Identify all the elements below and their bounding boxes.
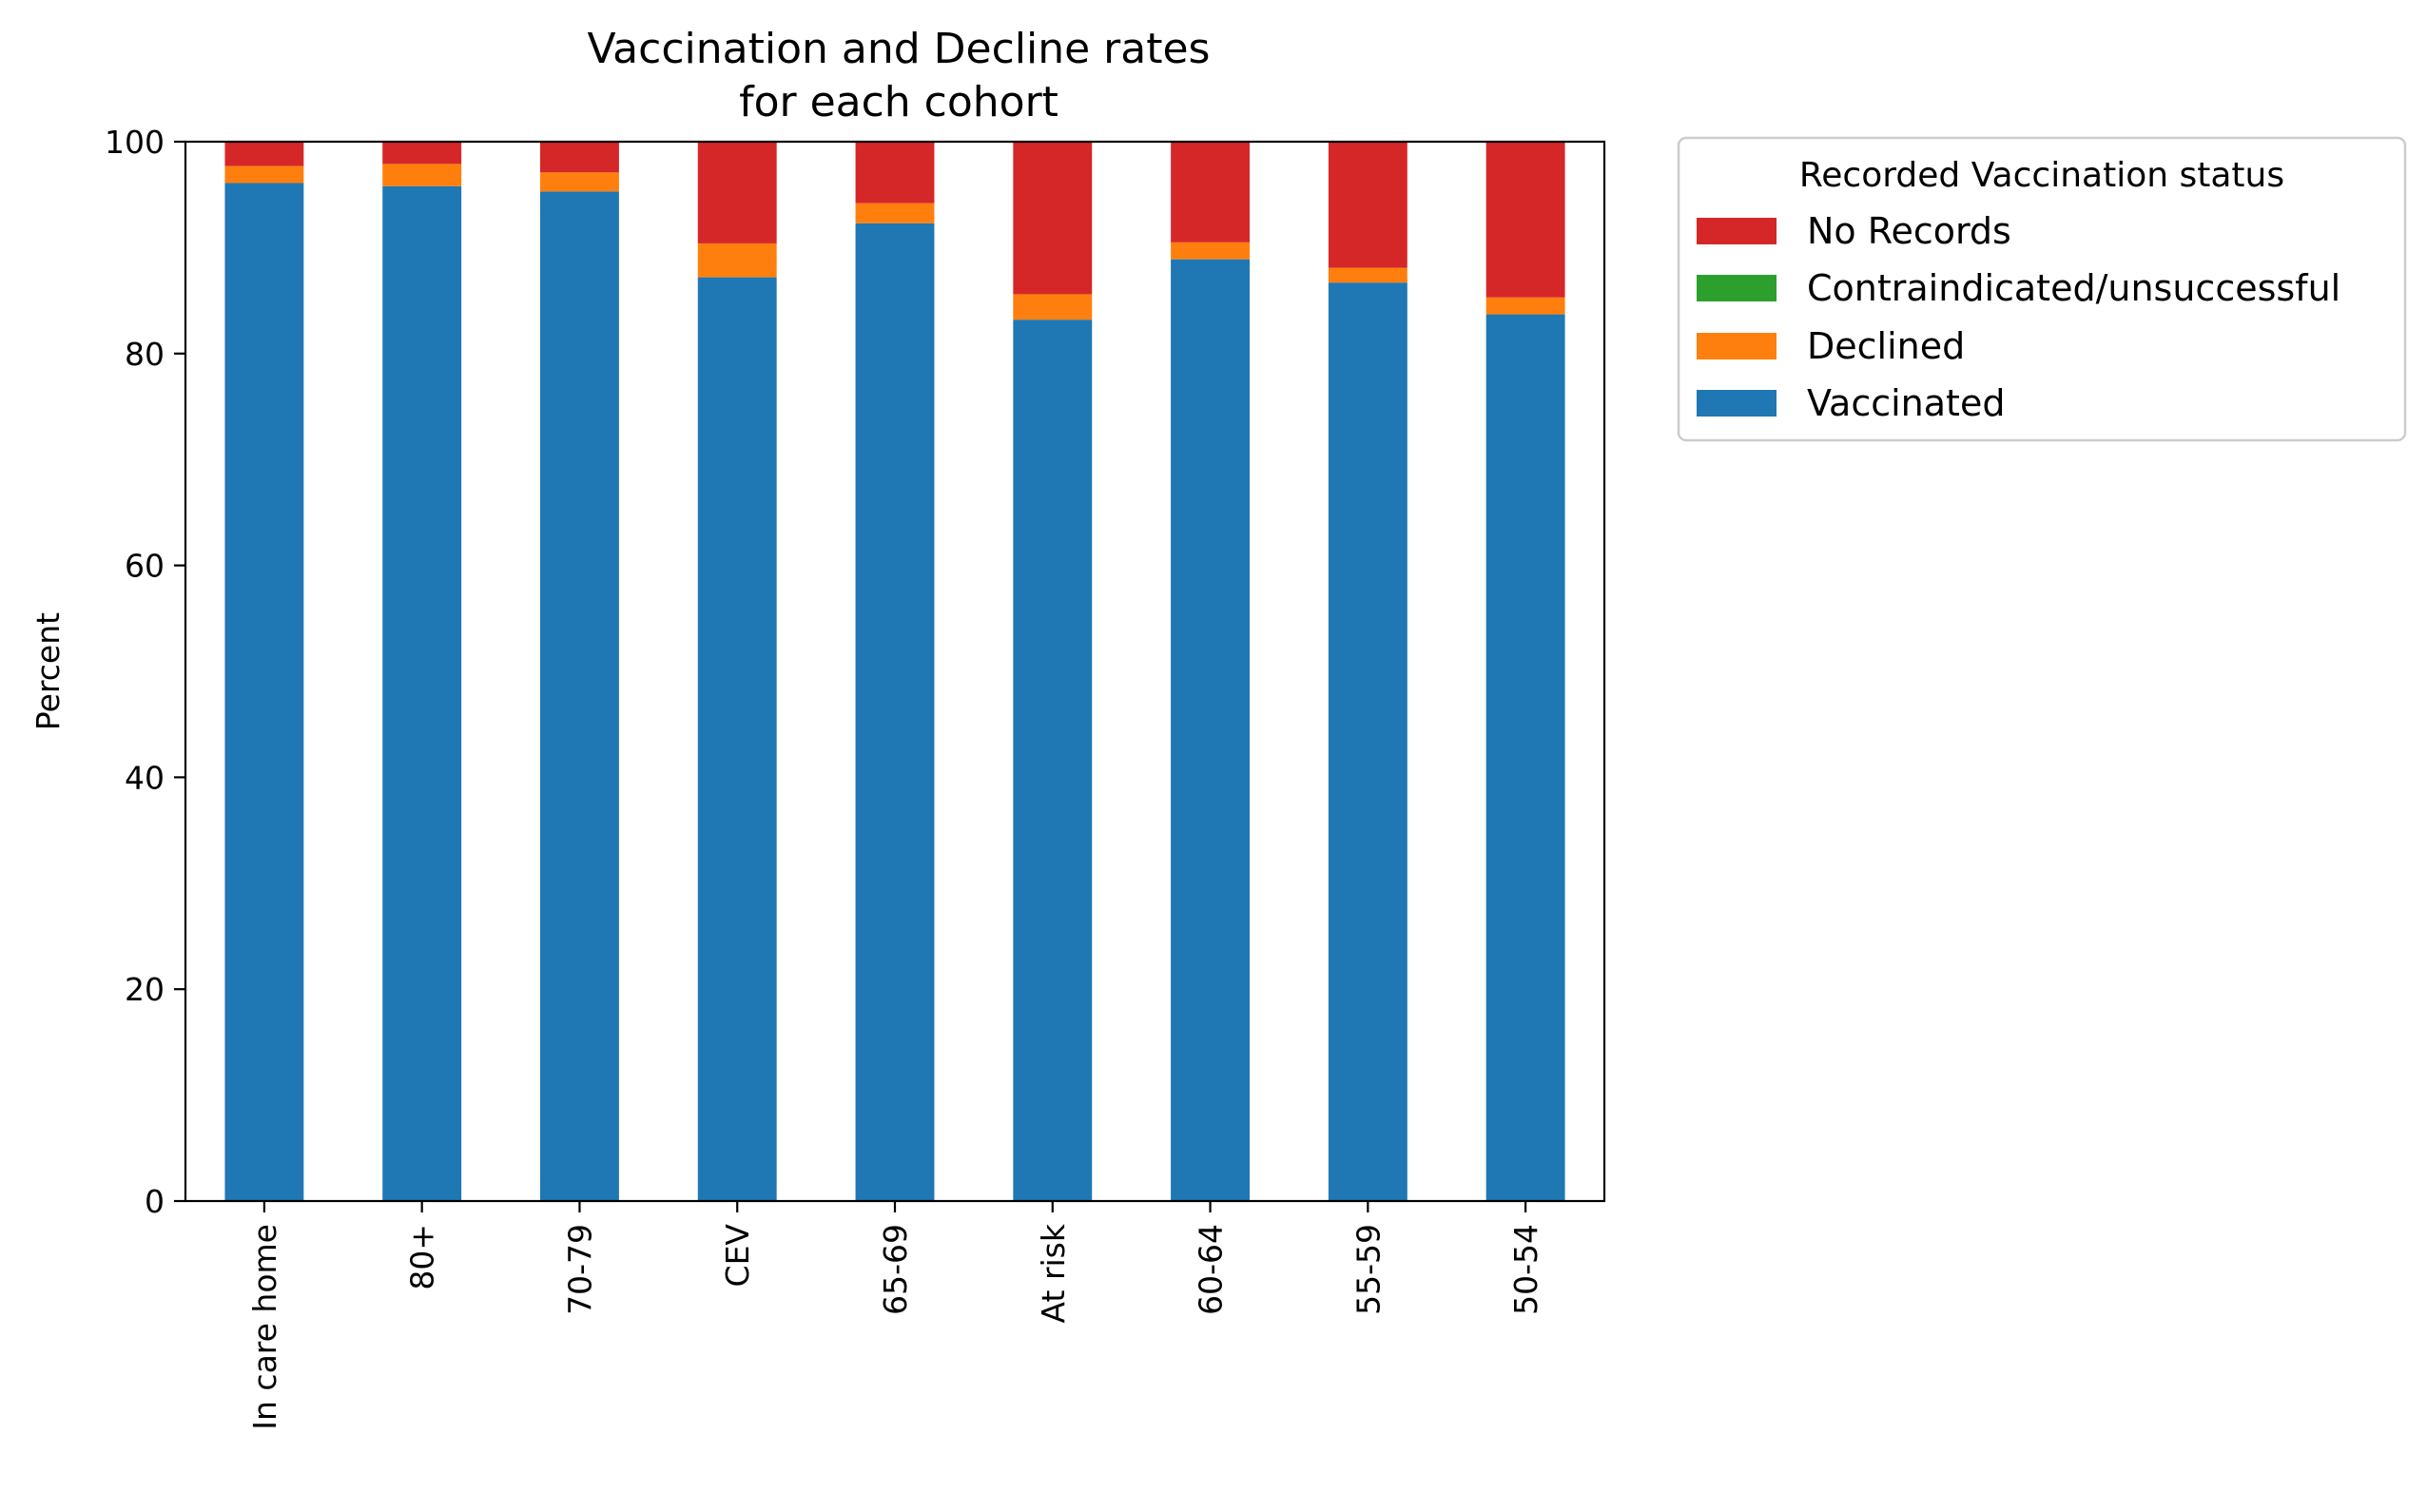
x-tick-label: 70-79 [561, 1224, 598, 1315]
x-tick-label: 80+ [404, 1224, 441, 1290]
bar-segment [1328, 142, 1408, 268]
bar-segment [1485, 297, 1565, 315]
chart-title-line-1: Vaccination and Decline rates [588, 25, 1211, 73]
chart-title: Vaccination and Decline rates for each c… [588, 25, 1211, 126]
bar-segment [382, 185, 462, 1202]
bar-segment [540, 172, 619, 192]
y-tick-label: 0 [145, 1183, 165, 1220]
bar-segment [1328, 267, 1408, 283]
legend-label: Declined [1807, 325, 1965, 367]
y-tick-label: 60 [125, 548, 165, 585]
legend: Recorded Vaccination status No Records Con… [1677, 136, 2407, 442]
bar-segment [1171, 259, 1250, 1201]
x-tick-label: 55-59 [1349, 1224, 1387, 1315]
axes: 0 20 40 60 80 100 In care home 80+ 70-79 CEV 65-69… [29, 124, 1606, 1430]
bar-segment [224, 165, 304, 184]
bar-segment [855, 203, 935, 223]
y-tick-label: 20 [125, 971, 165, 1008]
chart-title-line-2: for each cohort [739, 78, 1058, 126]
x-tick-label: 50-54 [1507, 1224, 1544, 1315]
y-tick-label: 100 [105, 124, 165, 161]
legend-box [1677, 136, 2407, 442]
bar-segment [1485, 314, 1565, 1201]
bar-segment [1013, 320, 1093, 1202]
legend-label: Vaccinated [1807, 382, 2005, 424]
x-tick-label: 60-64 [1193, 1224, 1230, 1315]
bar-segment [1171, 142, 1250, 242]
legend-swatch [1697, 390, 1777, 417]
bar-segment [224, 183, 304, 1201]
bars [224, 142, 1565, 1202]
y-tick-label: 80 [125, 336, 165, 373]
legend-label: Contraindicated/unsuccessful [1807, 267, 2340, 309]
x-tick-label: In care home [246, 1224, 283, 1430]
legend-swatch [1697, 333, 1777, 359]
bar-segment [855, 142, 935, 204]
bar-segment [697, 242, 777, 278]
legend-swatch [1697, 275, 1777, 301]
bar-segment [382, 164, 462, 186]
bar-segment [1171, 242, 1250, 260]
x-tick-label: At risk [1035, 1223, 1072, 1323]
bar-segment [1013, 294, 1093, 320]
x-tick-label: 65-69 [877, 1224, 914, 1315]
bar-segment [540, 191, 619, 1201]
bar-segment [697, 142, 777, 243]
bar-segment [1328, 282, 1408, 1201]
legend-swatch [1697, 218, 1777, 244]
bar-segment [1485, 142, 1565, 298]
bar-segment [224, 142, 304, 166]
bar-segment [855, 223, 935, 1202]
x-tick-label: CEV [719, 1224, 756, 1288]
y-tick-label: 40 [125, 759, 165, 796]
y-axis-label: Percent [29, 612, 67, 730]
bar-segment [382, 142, 462, 165]
bar-segment [540, 142, 619, 173]
legend-label: No Records [1807, 210, 2011, 252]
legend-title: Recorded Vaccination status [1799, 156, 2284, 195]
bar-segment [697, 277, 777, 1201]
bar-segment [1013, 142, 1093, 295]
